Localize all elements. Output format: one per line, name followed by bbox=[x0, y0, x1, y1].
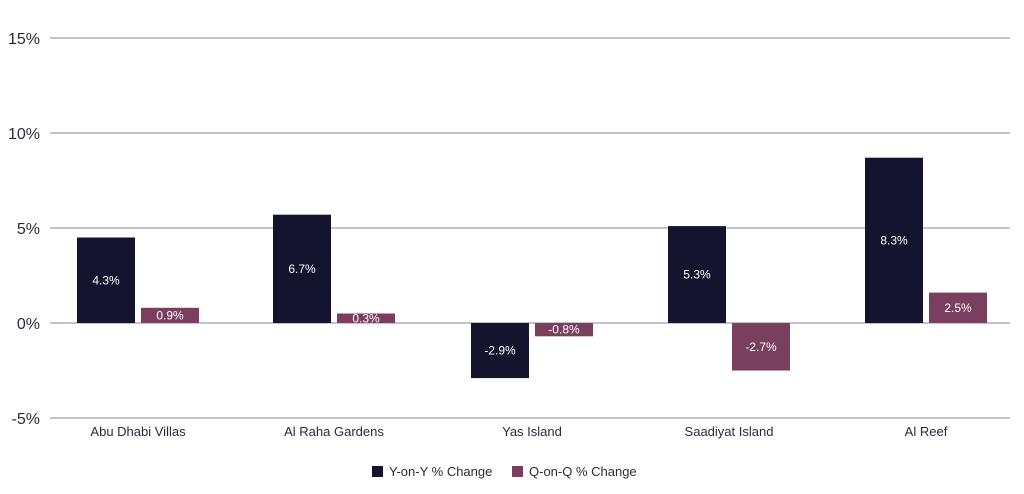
y-tick-label: 15% bbox=[8, 31, 40, 48]
legend: Y-on-Y % Change Q-on-Q % Change bbox=[372, 464, 637, 479]
x-category-label: Al Raha Gardens bbox=[284, 424, 384, 439]
y-tick-label: 5% bbox=[17, 221, 40, 238]
bar-value-labels: 4.3% 0.9% 6.7% 0.3% -2.9% -0.8% 5.3% -2.7% 8.3% 2… bbox=[92, 233, 972, 357]
y-tick-label: 0% bbox=[17, 316, 40, 333]
bar-yoy bbox=[668, 226, 726, 323]
y-tick-label: -5% bbox=[12, 411, 40, 428]
x-category-label: Yas Island bbox=[502, 424, 562, 439]
bar-value-label: -0.8% bbox=[548, 323, 580, 337]
bar-value-label: 4.3% bbox=[92, 273, 120, 287]
bar-yoy bbox=[471, 323, 529, 379]
bar-yoy bbox=[273, 214, 331, 323]
bar-value-label: 6.7% bbox=[288, 262, 316, 276]
legend-swatch bbox=[512, 466, 523, 477]
bars bbox=[77, 157, 987, 379]
x-category-label: Abu Dhabi Villas bbox=[90, 424, 186, 439]
legend-label: Q-on-Q % Change bbox=[529, 464, 637, 479]
bar-qoq bbox=[732, 323, 790, 371]
bar-value-label: -2.7% bbox=[745, 340, 777, 354]
bar-value-label: -2.9% bbox=[484, 344, 516, 358]
bar-qoq bbox=[535, 323, 593, 337]
bar-value-label: 5.3% bbox=[683, 268, 711, 282]
bar-yoy bbox=[865, 157, 923, 323]
x-axis-category-labels: Abu Dhabi Villas Al Raha Gardens Yas Islan… bbox=[90, 424, 947, 439]
bar-yoy bbox=[77, 237, 135, 323]
gridlines bbox=[50, 37, 1010, 419]
legend-label: Y-on-Y % Change bbox=[389, 464, 492, 479]
bar-qoq bbox=[929, 292, 987, 323]
x-category-label: Al Reef bbox=[905, 424, 948, 439]
legend-swatch bbox=[372, 466, 383, 477]
x-category-label: Saadiyat Island bbox=[685, 424, 774, 439]
bar-qoq bbox=[337, 313, 395, 323]
bar-qoq bbox=[141, 307, 199, 323]
y-axis-tick-labels: -5% 0% 5% 10% 15% bbox=[8, 31, 40, 428]
bar-value-label: 0.9% bbox=[156, 308, 184, 322]
bar-value-label: 2.5% bbox=[944, 301, 972, 315]
bar-value-label: 0.3% bbox=[352, 311, 380, 325]
bar-value-label: 8.3% bbox=[880, 233, 908, 247]
y-tick-label: 10% bbox=[8, 126, 40, 143]
